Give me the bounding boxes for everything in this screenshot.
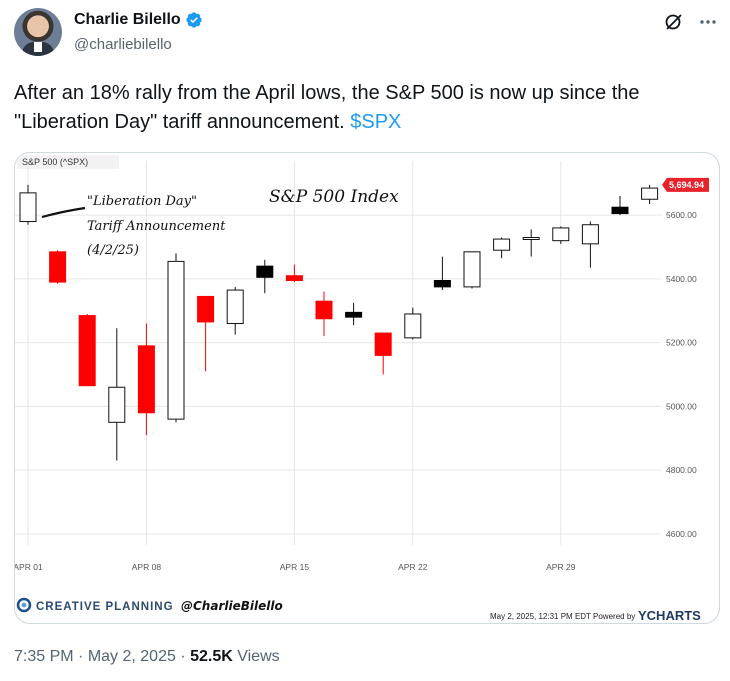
candle-body <box>611 206 629 215</box>
x-tick-label: APR 22 <box>398 562 428 572</box>
candle <box>315 291 333 337</box>
candle <box>374 332 392 375</box>
avatar[interactable] <box>14 8 62 56</box>
candle <box>256 259 274 294</box>
candle-body <box>108 386 126 423</box>
candle <box>345 302 363 326</box>
author-handle[interactable]: @charliebilello <box>74 36 172 53</box>
candle <box>404 307 422 340</box>
tweet-text: After an 18% rally from the April lows, … <box>14 79 714 137</box>
x-axis-ticks: APR 01 APR 08 APR 15 APR 22 APR 29 <box>15 562 576 572</box>
footer-handle: @CharlieBilello <box>181 599 283 613</box>
creative-planning-logo-icon <box>16 597 32 613</box>
candle <box>226 286 244 335</box>
candle <box>581 221 599 268</box>
ycharts-logo: YCHARTS <box>638 608 701 623</box>
x-tick-label: APR 01 <box>15 562 43 572</box>
chart-title: S&P 500 Index <box>269 187 399 207</box>
x-tick-label: APR 29 <box>546 562 576 572</box>
candle-body <box>552 227 570 242</box>
candle <box>78 313 96 387</box>
candle-body <box>581 224 599 245</box>
annotation-arrow <box>41 206 86 219</box>
candle <box>285 264 303 283</box>
candle-body <box>285 275 303 282</box>
candle-body <box>345 311 363 318</box>
author-name-row: Charlie Bilello <box>74 11 203 29</box>
annotation-line-3: (4/2/25) <box>87 243 139 258</box>
candle <box>641 184 659 205</box>
tweet-meta: 7:35 PM · May 2, 2025 · 52.5K Views <box>14 648 280 666</box>
candle-body <box>522 236 540 240</box>
views-label: Views <box>232 648 280 665</box>
candle <box>167 253 185 423</box>
candle-body <box>374 332 392 356</box>
annotation-line-2: Tariff Announcement <box>87 219 226 234</box>
grid-layer <box>15 161 661 545</box>
tweet-date[interactable]: May 2, 2025 <box>87 648 176 665</box>
display-name[interactable]: Charlie Bilello <box>74 11 181 28</box>
candlestick-chart: S&P 500 (^SPX) 5600.00 5400.00 5200.00 5000… <box>15 155 709 623</box>
last-value-label: 5,694.94 <box>669 180 704 190</box>
grok-icon[interactable] <box>664 12 684 32</box>
candle-body <box>404 313 422 339</box>
y-tick-label: 5400.00 <box>666 274 697 284</box>
candle-body <box>78 315 96 387</box>
avatar-collar <box>34 42 42 52</box>
more-icon[interactable] <box>698 12 718 32</box>
verified-badge-icon <box>186 12 202 28</box>
footer-brand-text: CREATIVE PLANNING <box>36 601 174 613</box>
candle <box>49 250 67 284</box>
y-tick-label: 5600.00 <box>666 210 697 220</box>
y-tick-label: 5000.00 <box>666 401 697 411</box>
meta-separator: · <box>175 648 191 665</box>
candle-body <box>493 238 511 251</box>
y-tick-label: 5200.00 <box>666 338 697 348</box>
candle-body <box>226 289 244 325</box>
views-count: 52.5K <box>190 648 233 665</box>
creative-planning-logo-dot <box>21 602 27 608</box>
last-value-badge: 5,694.94 <box>662 177 709 192</box>
candle <box>493 237 511 259</box>
candle-body <box>463 251 481 288</box>
last-value-badge-shape <box>662 177 709 192</box>
candle-body <box>433 280 451 288</box>
footer-brand: CREATIVE PLANNING @CharlieBilello <box>16 597 283 613</box>
y-axis-ticks: 5600.00 5400.00 5200.00 5000.00 4800.00 4600.… <box>666 210 697 539</box>
meta-separator: · <box>73 648 88 665</box>
source-label: S&P 500 (^SPX) <box>22 157 88 167</box>
candle-body <box>315 300 333 320</box>
candle <box>433 256 451 291</box>
candle-body <box>197 295 215 323</box>
tweet-body: After an 18% rally from the April lows, … <box>14 82 640 133</box>
y-tick-label: 4600.00 <box>666 529 697 539</box>
candle-body <box>19 192 37 223</box>
tweet-media-chart[interactable]: S&P 500 (^SPX) 5600.00 5400.00 5200.00 5000… <box>14 152 720 624</box>
cashtag-link[interactable]: $SPX <box>350 111 402 133</box>
candle-body <box>49 251 67 283</box>
candle <box>463 251 481 289</box>
candle-body <box>137 345 155 414</box>
candle-layer <box>19 184 659 461</box>
candle-body <box>256 265 274 278</box>
candle <box>108 328 126 461</box>
tweet-time[interactable]: 7:35 PM <box>14 648 74 665</box>
candle <box>137 323 155 436</box>
candle <box>552 226 570 244</box>
candle <box>522 229 540 257</box>
candle <box>611 196 629 216</box>
annotation-line-1: "Liberation Day" <box>87 194 197 209</box>
x-tick-label: APR 08 <box>132 562 162 572</box>
candle <box>19 184 37 225</box>
y-tick-label: 4800.00 <box>666 465 697 475</box>
candle <box>197 295 215 372</box>
x-tick-label: APR 15 <box>280 562 310 572</box>
footer-date: May 2, 2025, 12:31 PM EDT Powered by <box>490 612 635 621</box>
candle-body <box>641 187 659 200</box>
source-label-bg <box>17 155 119 169</box>
candle-body <box>167 260 185 420</box>
